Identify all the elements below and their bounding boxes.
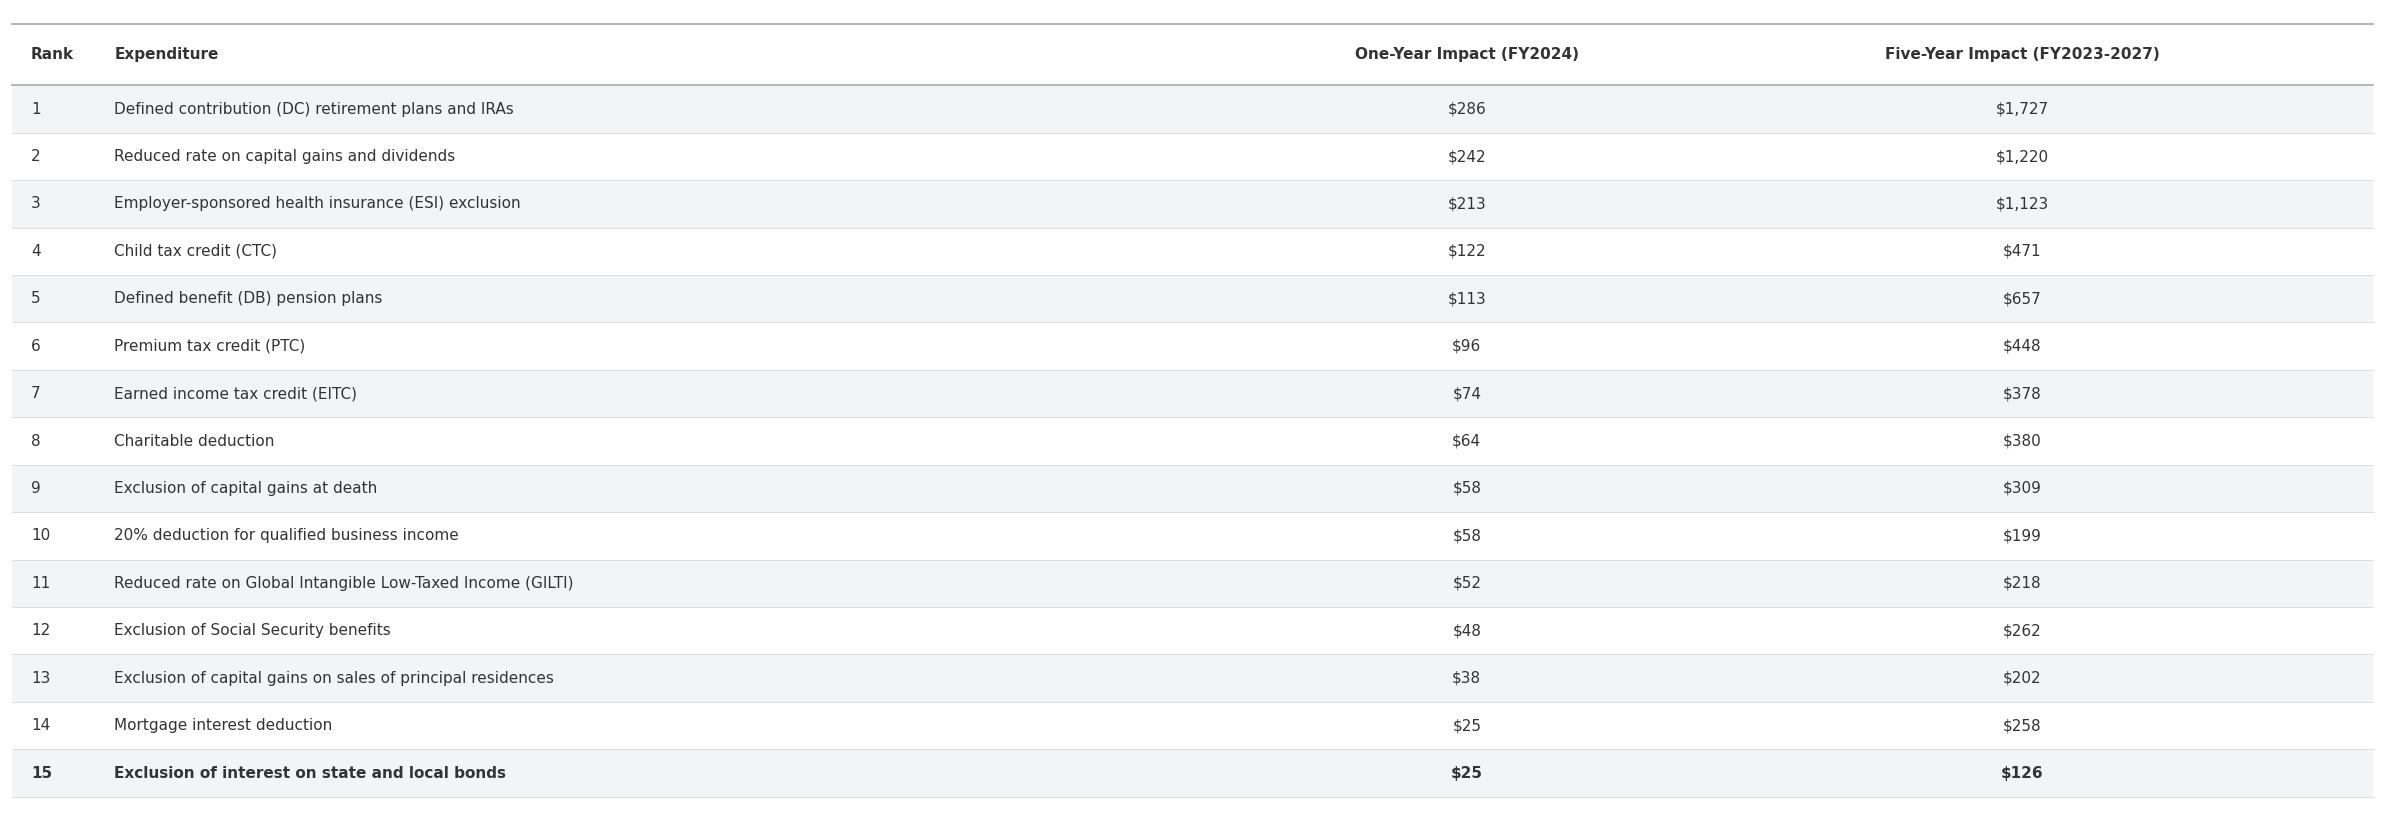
FancyBboxPatch shape [12,654,2373,702]
Text: Reduced rate on capital gains and dividends: Reduced rate on capital gains and divide… [114,149,456,164]
Text: Child tax credit (CTC): Child tax credit (CTC) [114,244,277,259]
Text: Defined contribution (DC) retirement plans and IRAs: Defined contribution (DC) retirement pla… [114,102,515,116]
Text: 9: 9 [31,481,41,496]
Text: Exclusion of interest on state and local bonds: Exclusion of interest on state and local… [114,766,506,780]
Text: $58: $58 [1452,481,1481,496]
FancyBboxPatch shape [12,559,2373,607]
Text: $52: $52 [1452,576,1481,591]
FancyBboxPatch shape [12,465,2373,512]
Text: Mortgage interest deduction: Mortgage interest deduction [114,718,334,733]
Text: Expenditure: Expenditure [114,47,219,63]
Text: $309: $309 [2003,481,2042,496]
Text: Exclusion of capital gains at death: Exclusion of capital gains at death [114,481,377,496]
FancyBboxPatch shape [12,607,2373,654]
Text: $113: $113 [1448,291,1486,307]
Text: $378: $378 [2003,386,2042,401]
Text: $25: $25 [1450,766,1483,780]
FancyBboxPatch shape [12,370,2373,417]
Text: $96: $96 [1452,339,1481,354]
Text: $218: $218 [2003,576,2042,591]
FancyBboxPatch shape [12,417,2373,465]
Text: 15: 15 [31,766,52,780]
Text: $1,123: $1,123 [1996,197,2049,211]
Text: $122: $122 [1448,244,1486,259]
FancyBboxPatch shape [12,228,2373,275]
Text: $242: $242 [1448,149,1486,164]
Text: $74: $74 [1452,386,1481,401]
FancyBboxPatch shape [12,323,2373,370]
Text: Exclusion of Social Security benefits: Exclusion of Social Security benefits [114,624,391,638]
Text: $58: $58 [1452,528,1481,543]
Text: Earned income tax credit (EITC): Earned income tax credit (EITC) [114,386,358,401]
FancyBboxPatch shape [12,750,2373,797]
Text: 6: 6 [31,339,41,354]
Text: $25: $25 [1452,718,1481,733]
Text: $262: $262 [2003,624,2042,638]
Text: 10: 10 [31,528,50,543]
Text: 4: 4 [31,244,41,259]
Text: $448: $448 [2003,339,2042,354]
Text: Rank: Rank [31,47,74,63]
Text: Five-Year Impact (FY2023-2027): Five-Year Impact (FY2023-2027) [1884,47,2161,63]
Text: Premium tax credit (PTC): Premium tax credit (PTC) [114,339,305,354]
Text: Exclusion of capital gains on sales of principal residences: Exclusion of capital gains on sales of p… [114,671,553,685]
Text: 12: 12 [31,624,50,638]
Text: $38: $38 [1452,671,1481,685]
Text: Defined benefit (DB) pension plans: Defined benefit (DB) pension plans [114,291,384,307]
Text: $1,220: $1,220 [1996,149,2049,164]
Text: 8: 8 [31,433,41,449]
Text: 2: 2 [31,149,41,164]
Text: $657: $657 [2003,291,2042,307]
FancyBboxPatch shape [12,133,2373,180]
Text: $199: $199 [2003,528,2042,543]
Text: 1: 1 [31,102,41,116]
FancyBboxPatch shape [12,85,2373,133]
FancyBboxPatch shape [12,180,2373,228]
Text: $126: $126 [2001,766,2044,780]
FancyBboxPatch shape [12,275,2373,323]
Text: Charitable deduction: Charitable deduction [114,433,274,449]
Text: $1,727: $1,727 [1996,102,2049,116]
Text: 7: 7 [31,386,41,401]
FancyBboxPatch shape [12,512,2373,559]
FancyBboxPatch shape [12,702,2373,750]
Text: $380: $380 [2003,433,2042,449]
Text: 3: 3 [31,197,41,211]
Text: One-Year Impact (FY2024): One-Year Impact (FY2024) [1355,47,1579,63]
Text: 20% deduction for qualified business income: 20% deduction for qualified business inc… [114,528,460,543]
FancyBboxPatch shape [12,24,2373,85]
Text: 11: 11 [31,576,50,591]
Text: 5: 5 [31,291,41,307]
Text: $286: $286 [1448,102,1486,116]
Text: $64: $64 [1452,433,1481,449]
Text: $213: $213 [1448,197,1486,211]
Text: $258: $258 [2003,718,2042,733]
Text: $471: $471 [2003,244,2042,259]
Text: Reduced rate on Global Intangible Low-Taxed Income (GILTI): Reduced rate on Global Intangible Low-Ta… [114,576,575,591]
Text: $202: $202 [2003,671,2042,685]
Text: 13: 13 [31,671,50,685]
Text: 14: 14 [31,718,50,733]
Text: Employer-sponsored health insurance (ESI) exclusion: Employer-sponsored health insurance (ESI… [114,197,520,211]
Text: $48: $48 [1452,624,1481,638]
